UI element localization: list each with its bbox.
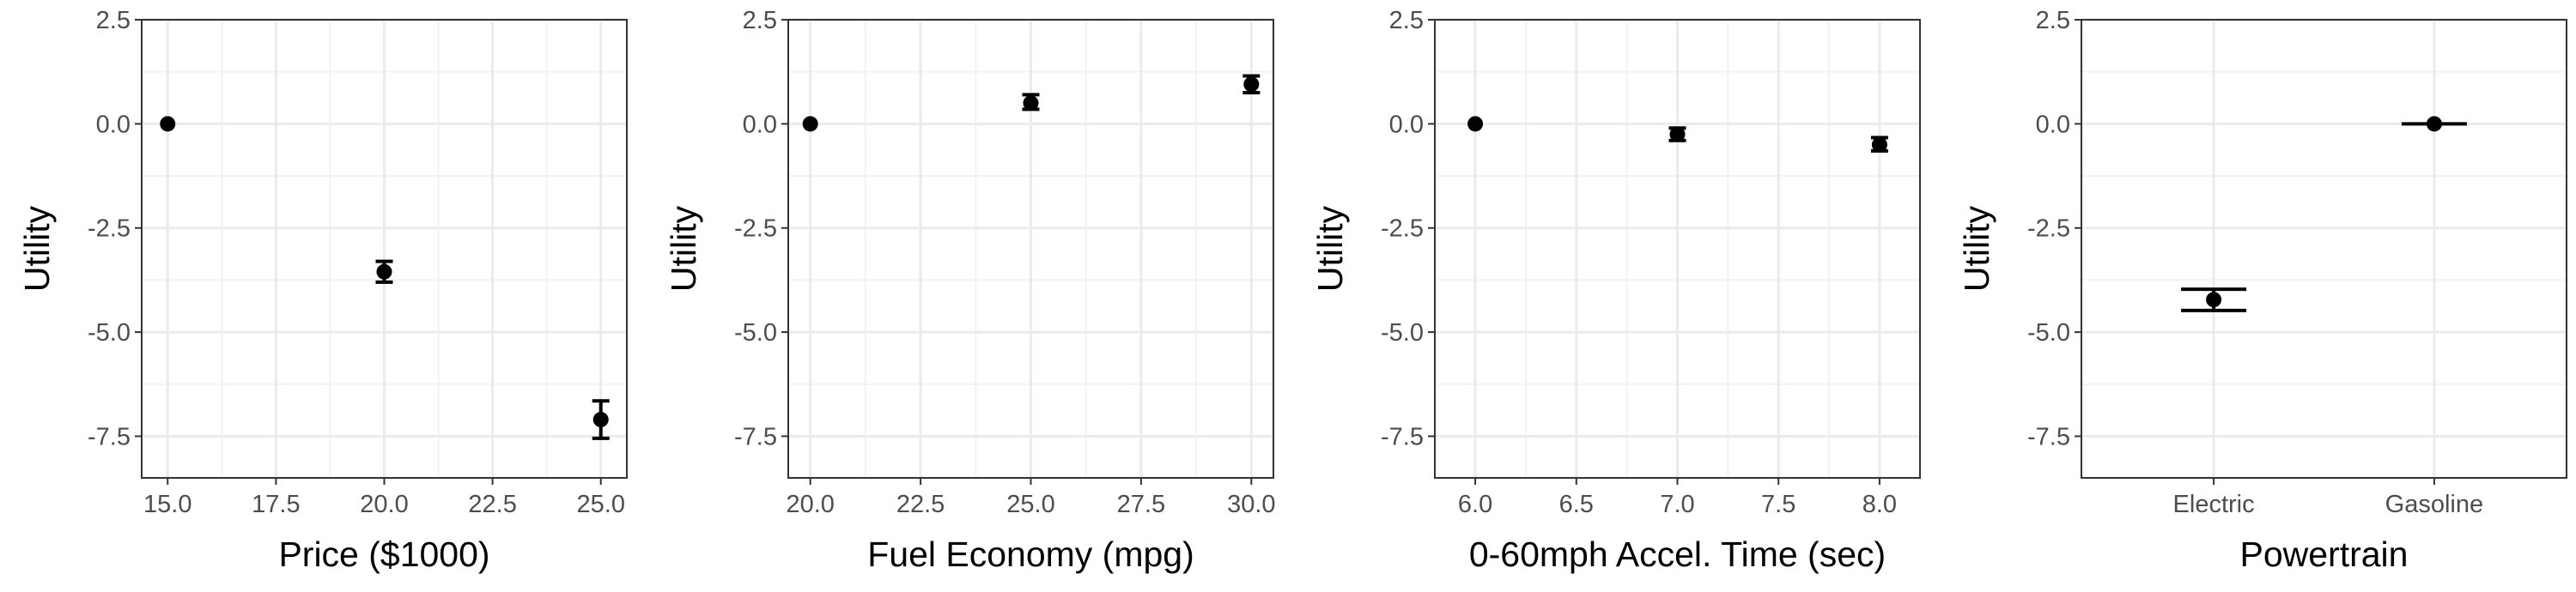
y-tick-label: -7.5	[2027, 423, 2070, 450]
y-axis-title: Utility	[1957, 205, 1996, 292]
y-tick-label: 2.5	[2036, 7, 2070, 34]
data-point	[376, 263, 392, 280]
y-tick-label: -7.5	[88, 423, 131, 450]
x-tick-label: 30.0	[1227, 491, 1275, 518]
chart-panel-1: 2.5 0.0 -2.5 -5.0 -7.5 15.0 17.5 20.0 22.5 25.0 Pr…	[17, 7, 628, 574]
y-tick-label: 0.0	[1389, 111, 1424, 138]
y-tick-label: 0.0	[743, 111, 777, 138]
x-tick-label: 25.0	[1006, 491, 1054, 518]
x-tick-label: Electric	[2173, 491, 2255, 518]
x-tick-label: Gasoline	[2385, 491, 2483, 518]
chart-panel-2: 2.5 0.0 -2.5 -5.0 -7.5 20.0 22.5 25.0 27.5 30.0 Fu…	[664, 7, 1276, 574]
x-tick-label: 27.5	[1117, 491, 1165, 518]
data-point	[2206, 292, 2222, 308]
x-tick-label: 7.5	[1761, 491, 1795, 518]
y-tick-label: -5.0	[734, 319, 777, 347]
y-tick-label: -5.0	[1381, 319, 1424, 347]
y-tick-label: 0.0	[96, 111, 131, 138]
data-point	[160, 116, 176, 132]
y-tick-label: -7.5	[1381, 423, 1424, 450]
x-tick-label: 22.5	[896, 491, 945, 518]
data-point	[2426, 116, 2442, 132]
panel-border	[2081, 19, 2567, 479]
x-axis-title: Price ($1000)	[278, 535, 489, 574]
data-point	[1669, 126, 1686, 142]
y-tick-label: -5.0	[2027, 319, 2070, 347]
x-axis-title: Fuel Economy (mpg)	[867, 535, 1194, 574]
y-tick-label: 0.0	[2036, 111, 2070, 138]
x-tick-label: 17.5	[252, 491, 300, 518]
plot-background	[2081, 20, 2567, 478]
y-tick-label: -2.5	[2027, 215, 2070, 243]
chart-panel-3: 2.5 0.0 -2.5 -5.0 -7.5 6.0 6.5 7.0 7.5 8.0 0-60mph…	[1310, 7, 1921, 574]
x-tick-label: 8.0	[1862, 491, 1897, 518]
x-tick-label: 25.0	[577, 491, 625, 518]
y-tick-label: -2.5	[1381, 215, 1424, 243]
y-tick-label: -5.0	[88, 319, 131, 347]
y-axis-title: Utility	[1310, 205, 1350, 292]
y-tick-label: -2.5	[734, 215, 777, 243]
data-point	[1467, 116, 1484, 132]
y-tick-label: 2.5	[743, 7, 777, 34]
x-tick-label: 6.0	[1458, 491, 1492, 518]
y-axis-title: Utility	[664, 205, 703, 292]
data-point	[592, 412, 609, 428]
y-axis-title: Utility	[17, 205, 57, 292]
x-axis-title: Powertrain	[2240, 535, 2409, 574]
data-point	[1871, 136, 1887, 153]
y-tick-label: 2.5	[1389, 7, 1424, 34]
x-tick-label: 7.0	[1660, 491, 1694, 518]
data-point	[1023, 95, 1039, 112]
x-tick-label: 15.0	[143, 491, 191, 518]
x-tick-label: 6.5	[1559, 491, 1594, 518]
x-tick-label: 20.0	[360, 491, 408, 518]
y-tick-label: 2.5	[96, 7, 131, 34]
y-tick-label: -2.5	[88, 215, 131, 243]
x-tick-label: 20.0	[786, 491, 834, 518]
data-point	[1243, 76, 1260, 93]
x-tick-label: 22.5	[468, 491, 516, 518]
data-point	[802, 116, 818, 132]
y-tick-label: -7.5	[734, 423, 777, 450]
chart-panel-4: 2.5 0.0 -2.5 -5.0 -7.5 Electric Gasoline Powert…	[1957, 7, 2567, 574]
x-axis-title: 0-60mph Accel. Time (sec)	[1469, 535, 1886, 574]
